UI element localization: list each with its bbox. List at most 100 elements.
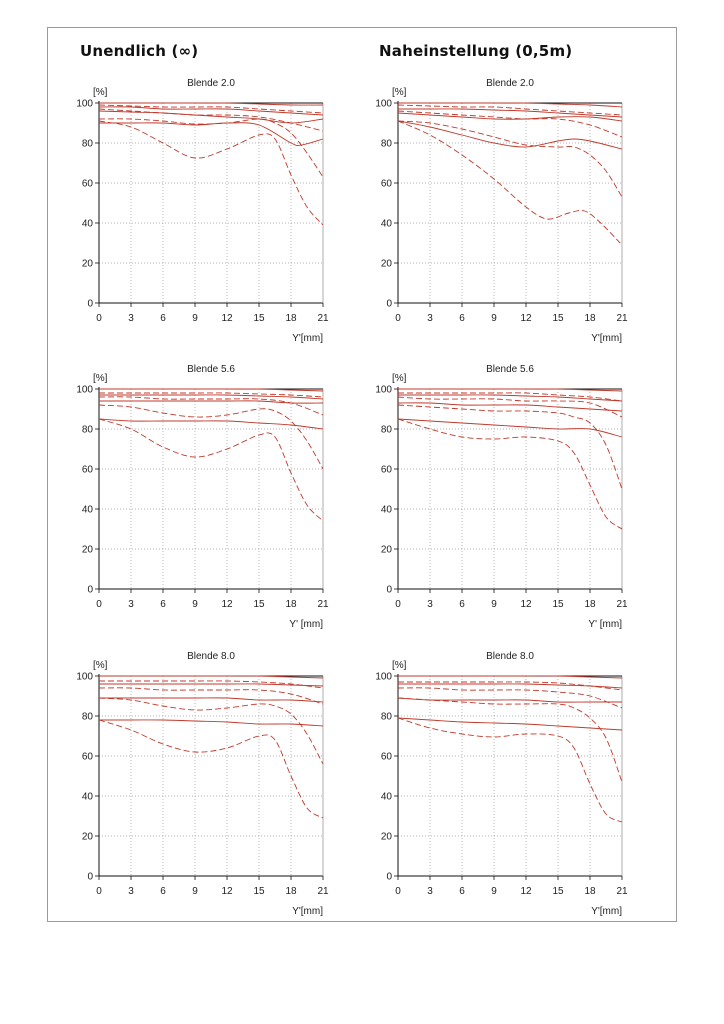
y-tick-label: 60 [381,179,393,190]
mtf-curve-dashed [98,719,324,819]
y-axis-label: [%] [392,660,407,671]
mtf-curve-dashed [98,104,324,114]
mtf-curve-solid [397,717,623,731]
x-axis-label: Y'[mm] [292,906,323,917]
y-tick-label: 60 [82,465,94,476]
y-tick-label: 100 [76,385,93,396]
y-tick-label: 0 [386,299,392,310]
y-tick-label: 100 [76,99,93,110]
mtf-curve-solid [397,675,623,679]
x-tick-label: 21 [317,313,329,324]
chart-title: Blende 5.6 [486,364,534,375]
y-tick-label: 80 [381,139,393,150]
y-tick-label: 60 [381,465,393,476]
x-tick-label: 21 [616,599,628,610]
chart-title: Blende 8.0 [486,651,534,662]
x-tick-label: 6 [160,599,166,610]
y-tick-label: 0 [87,585,93,596]
y-tick-label: 60 [82,752,94,763]
x-tick-label: 9 [192,599,198,610]
x-tick-label: 0 [96,599,102,610]
x-tick-label: 3 [128,313,134,324]
x-tick-label: 3 [128,886,134,897]
y-tick-label: 40 [381,505,393,516]
mtf-curve-dashed [397,110,623,138]
x-tick-label: 21 [616,886,628,897]
mtf-curve-solid [99,388,324,392]
mtf-chart-5: Blende 8.0 0 20 40 60 80 100 0 3 6 9 12 15 18 21 [%] Y'[… [76,651,329,917]
mtf-curve-dashed [98,697,324,765]
y-axis-label: [%] [392,87,407,98]
x-tick-label: 9 [491,313,497,324]
mtf-chart-4: Blende 5.6 0 20 40 60 80 100 0 3 6 9 12 15 18 21 [%] Y' … [375,364,628,630]
x-tick-label: 3 [427,599,433,610]
y-tick-label: 0 [87,299,93,310]
y-axis-label: [%] [93,87,108,98]
y-tick-label: 0 [87,872,93,883]
x-tick-label: 18 [285,313,297,324]
mtf-curve-solid [98,106,324,116]
x-tick-label: 9 [491,886,497,897]
y-tick-label: 40 [82,505,94,516]
x-tick-label: 18 [285,886,297,897]
x-tick-label: 12 [520,313,532,324]
mtf-curve-dashed [98,687,324,705]
x-tick-label: 0 [96,313,102,324]
mtf-curve-solid [98,394,324,400]
x-axis-label: Y'[mm] [591,906,622,917]
y-tick-label: 100 [375,672,392,683]
y-tick-label: 100 [375,385,392,396]
mtf-curve-dashed [98,120,324,226]
mtf-curve-dashed [98,118,324,178]
x-tick-label: 15 [552,313,564,324]
mtf-curve-solid [397,112,623,122]
y-axis-label: [%] [392,373,407,384]
page-frame [47,27,677,922]
mtf-curve-solid [98,683,324,687]
x-tick-label: 15 [253,886,265,897]
x-tick-label: 6 [459,886,465,897]
mtf-curve-solid [397,402,623,412]
mtf-curve-solid [397,697,622,703]
x-tick-label: 3 [427,313,433,324]
x-axis-label: Y'[mm] [292,333,323,344]
chart-title: Blende 8.0 [187,651,235,662]
x-tick-label: 15 [253,599,265,610]
y-tick-label: 40 [82,219,94,230]
x-tick-label: 21 [317,886,329,897]
x-tick-label: 12 [221,313,233,324]
mtf-chart-3: Blende 5.6 0 20 40 60 80 100 0 3 6 9 12 15 18 21 [%] Y' … [76,364,329,630]
mtf-curve-dashed [98,404,324,470]
y-tick-label: 40 [381,792,393,803]
mtf-curve-solid [98,675,324,679]
chart-title: Blende 2.0 [187,78,235,89]
y-tick-label: 80 [381,425,393,436]
mtf-curve-solid [98,110,324,124]
mtf-curve-solid [99,102,324,106]
mtf-curve-solid [98,418,324,430]
y-tick-label: 80 [82,139,94,150]
mtf-curve-solid [98,122,324,146]
y-tick-label: 60 [381,752,393,763]
x-tick-label: 3 [427,886,433,897]
mtf-chart-6: Blende 8.0 0 20 40 60 80 100 0 3 6 9 12 15 18 21 [%] Y'[… [375,651,628,917]
mtf-chart-2: Blende 2.0 0 20 40 60 80 100 0 3 6 9 12 15 18 21 [%] Y'[… [375,78,628,344]
x-tick-label: 6 [160,313,166,324]
mtf-curve-dashed [98,396,324,416]
mtf-curve-dashed [397,120,623,246]
mtf-chart-1: Blende 2.0 0 20 40 60 80 100 0 3 6 9 12 15 18 21 [%] Y'[… [76,78,329,344]
y-tick-label: 40 [381,219,393,230]
mtf-curve-solid [397,683,623,689]
mtf-curve-dashed [99,392,324,398]
mtf-curve-solid [397,120,623,150]
x-tick-label: 6 [459,599,465,610]
y-tick-label: 20 [381,259,393,270]
y-axis-label: [%] [93,373,108,384]
chart-title: Blende 5.6 [187,364,235,375]
x-tick-label: 18 [584,313,596,324]
column-title-infinity: Unendlich (∞) [80,42,199,60]
x-tick-label: 0 [96,886,102,897]
x-tick-label: 18 [285,599,297,610]
y-tick-label: 20 [381,832,393,843]
